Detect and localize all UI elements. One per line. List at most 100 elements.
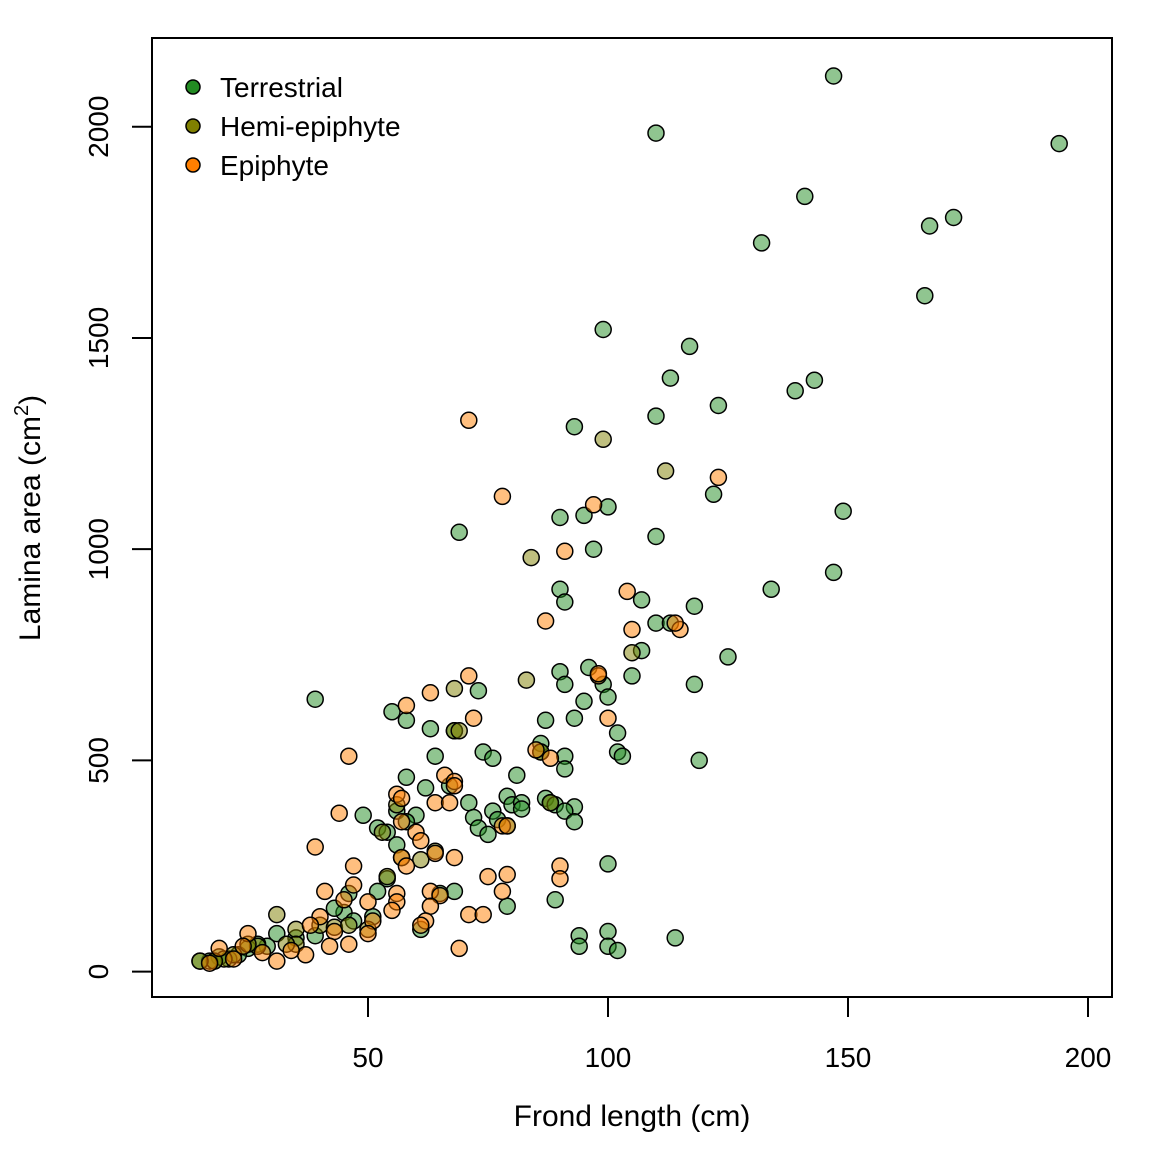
point-hemi-epiphyte-0 <box>594 430 612 449</box>
point-terrestrial-93 <box>445 882 464 901</box>
point-epiphyte-52 <box>421 897 440 915</box>
point-terrestrial-21 <box>450 523 468 542</box>
legend-label-terrestrial: Terrestrial <box>220 72 343 103</box>
point-terrestrial-75 <box>354 806 372 825</box>
point-epiphyte-62 <box>320 937 339 956</box>
point-epiphyte-9 <box>666 614 684 632</box>
y-tick-label-1500: 1500 <box>83 307 114 369</box>
point-terrestrial-0 <box>824 67 843 85</box>
point-epiphyte-44 <box>316 882 334 901</box>
point-epiphyte-27 <box>330 804 348 822</box>
point-terrestrial-39 <box>685 675 704 694</box>
point-hemi-epiphyte-1 <box>656 462 675 480</box>
point-terrestrial-100 <box>599 922 617 941</box>
point-terrestrial-16 <box>704 485 723 504</box>
point-terrestrial-4 <box>752 234 771 252</box>
point-terrestrial-13 <box>647 407 665 425</box>
point-epiphyte-58 <box>383 901 401 920</box>
x-axis: 50 100 150 200 <box>352 996 1112 1073</box>
point-terrestrial-61 <box>397 768 416 787</box>
point-hemi-epiphyte-7 <box>450 722 468 740</box>
legend-marker-epiphyte <box>185 157 201 173</box>
x-tick-label-200: 200 <box>1065 1042 1112 1073</box>
point-terrestrial-95 <box>498 897 516 915</box>
point-epiphyte-43 <box>344 876 363 894</box>
point-epiphyte-26 <box>392 789 411 808</box>
point-terrestrial-69 <box>460 793 478 812</box>
point-epiphyte-66 <box>282 941 300 960</box>
point-epiphyte-42 <box>479 867 497 886</box>
point-terrestrial-42 <box>575 692 593 711</box>
point-terrestrial-103 <box>666 929 684 947</box>
point-terrestrial-28 <box>632 591 651 609</box>
point-hemi-epiphyte-15 <box>378 867 396 886</box>
point-epiphyte-22 <box>445 777 464 795</box>
point-terrestrial-45 <box>397 711 416 730</box>
point-hemi-epiphyte-5 <box>517 671 536 689</box>
point-epiphyte-2 <box>584 496 603 514</box>
point-epiphyte-3 <box>709 468 728 487</box>
point-terrestrial-80 <box>512 800 531 818</box>
point-terrestrial-25 <box>762 580 780 599</box>
point-terrestrial-23 <box>584 540 603 558</box>
point-terrestrial-10 <box>661 369 680 387</box>
point-terrestrial-50 <box>608 724 627 742</box>
point-terrestrial-96 <box>546 891 564 909</box>
point-epiphyte-19 <box>340 747 358 765</box>
y-axis-title-close: ) <box>14 395 47 405</box>
point-epiphyte-16 <box>464 709 483 727</box>
data-points <box>191 67 1068 972</box>
x-tick-label-100: 100 <box>585 1042 632 1073</box>
point-epiphyte-37 <box>426 844 444 863</box>
point-terrestrial-15 <box>565 417 584 436</box>
point-epiphyte-12 <box>460 667 478 685</box>
x-tick-label-150: 150 <box>825 1042 872 1073</box>
point-epiphyte-54 <box>474 905 492 924</box>
point-epiphyte-41 <box>498 865 516 884</box>
point-terrestrial-41 <box>469 681 488 700</box>
point-epiphyte-7 <box>623 620 641 639</box>
point-hemi-epiphyte-9 <box>541 793 560 812</box>
point-epiphyte-40 <box>551 869 569 888</box>
point-terrestrial-6 <box>944 208 963 227</box>
point-epiphyte-36 <box>445 848 464 867</box>
point-terrestrial-99 <box>570 937 588 956</box>
point-terrestrial-12 <box>805 371 824 389</box>
point-terrestrial-58 <box>484 749 502 768</box>
y-tick-label-1000: 1000 <box>83 518 114 580</box>
point-epiphyte-53 <box>460 905 478 924</box>
point-hemi-epiphyte-13 <box>412 850 430 869</box>
legend-label-hemi-epiphyte: Hemi-epiphyte <box>220 111 401 142</box>
point-epiphyte-24 <box>440 793 459 812</box>
y-tick-label-2000: 2000 <box>83 96 114 158</box>
point-epiphyte-32 <box>498 817 516 835</box>
point-hemi-epiphyte-3 <box>623 643 641 662</box>
point-terrestrial-62 <box>508 766 526 784</box>
point-epiphyte-1 <box>493 487 512 506</box>
point-terrestrial-36 <box>556 675 574 694</box>
point-terrestrial-81 <box>565 812 584 831</box>
point-epiphyte-68 <box>253 943 272 962</box>
point-epiphyte-50 <box>359 893 377 911</box>
point-epiphyte-73 <box>200 954 219 972</box>
point-terrestrial-2 <box>647 124 665 142</box>
point-terrestrial-8 <box>594 320 612 339</box>
point-epiphyte-18 <box>541 749 560 768</box>
point-epiphyte-35 <box>397 857 416 875</box>
point-terrestrial-40 <box>306 690 324 708</box>
point-terrestrial-49 <box>565 709 584 727</box>
point-epiphyte-5 <box>618 582 636 601</box>
point-terrestrial-17 <box>599 498 617 516</box>
point-terrestrial-102 <box>608 941 627 960</box>
point-epiphyte-33 <box>306 838 324 856</box>
y-axis-title-main: Lamina area (cm <box>14 416 47 641</box>
point-epiphyte-60 <box>301 916 320 934</box>
point-terrestrial-11 <box>786 382 804 400</box>
legend: Terrestrial Hemi-epiphyte Epiphyte <box>185 72 401 181</box>
x-tick-label-50: 50 <box>352 1042 383 1073</box>
point-terrestrial-14 <box>709 396 728 415</box>
point-terrestrial-22 <box>647 527 665 546</box>
point-terrestrial-9 <box>680 337 699 356</box>
legend-marker-terrestrial <box>185 79 201 95</box>
